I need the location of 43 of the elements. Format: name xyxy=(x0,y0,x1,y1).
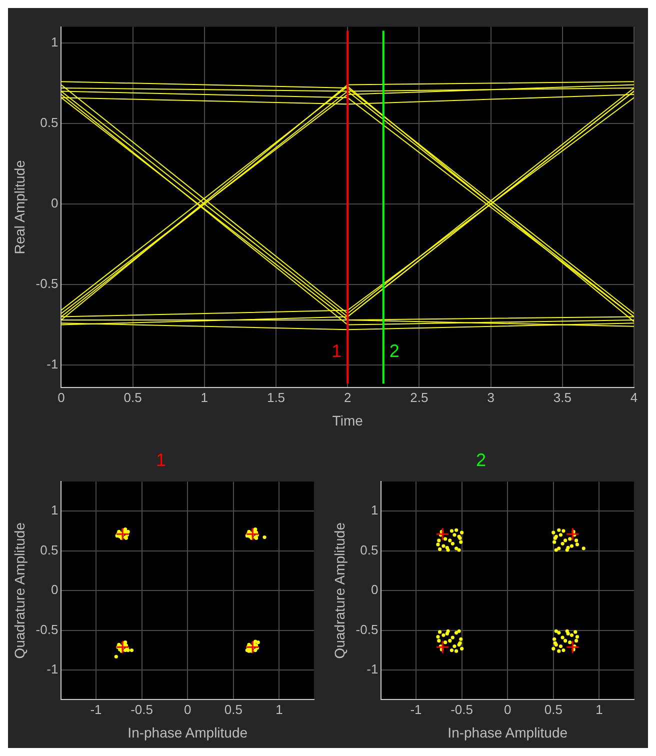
x-tick-label: 2.5 xyxy=(410,390,428,405)
x-axis-title: In-phase Amplitude xyxy=(448,724,568,740)
y-tick-label: -1 xyxy=(46,662,58,677)
y-tick-label: -0.5 xyxy=(356,622,378,637)
x-tick-label: 0.5 xyxy=(544,702,562,717)
y-tick-label: -0.5 xyxy=(36,276,58,292)
y-tick-label: 1 xyxy=(50,502,58,518)
x-tick-label: -0.5 xyxy=(130,702,154,717)
y-tick-label: 1 xyxy=(370,502,378,518)
y-tick-label: 0 xyxy=(50,196,58,211)
y-tick-label: 1 xyxy=(50,34,58,50)
x-tick-label: 0.5 xyxy=(224,702,242,717)
x-tick-label: 2 xyxy=(344,390,352,405)
x-tick-label: -1 xyxy=(410,702,422,717)
x-tick-label: 1 xyxy=(276,702,283,717)
y-axis-title: Real Amplitude xyxy=(11,160,28,254)
x-axis-title: In-phase Amplitude xyxy=(128,724,248,740)
y-axis-title: Quadrature Amplitude xyxy=(331,522,348,659)
y-tick-label: -1 xyxy=(366,662,378,677)
y-tick-label: 0.5 xyxy=(40,542,58,558)
y-tick-label: 0.5 xyxy=(40,115,58,130)
annotation: 2 xyxy=(389,341,400,362)
y-axis-title: Quadrature Amplitude xyxy=(11,522,28,659)
x-tick-label: 4 xyxy=(630,390,638,405)
y-tick-label: 0 xyxy=(50,582,58,598)
x-tick-label: 0 xyxy=(504,702,512,717)
x-tick-label: 3 xyxy=(487,390,494,405)
x-tick-label: -1 xyxy=(90,702,102,717)
y-tick-label: -0.5 xyxy=(36,622,58,637)
annotation: 1 xyxy=(332,341,342,362)
chart-title: 2 xyxy=(476,450,486,470)
x-tick-label: 1 xyxy=(596,702,603,717)
x-tick-label: 1.5 xyxy=(266,390,286,405)
x-axis-title: Time xyxy=(332,412,364,428)
x-tick-label: 0.5 xyxy=(124,390,142,405)
x-tick-label: 1 xyxy=(200,390,208,405)
x-tick-label: 0 xyxy=(184,702,192,717)
chart-title: 1 xyxy=(156,450,166,470)
y-tick-label: -1 xyxy=(46,356,58,372)
x-tick-label: 3.5 xyxy=(553,390,572,405)
y-tick-label: 0.5 xyxy=(360,542,378,558)
y-tick-label: 0 xyxy=(370,582,378,598)
x-tick-label: -0.5 xyxy=(450,702,474,717)
